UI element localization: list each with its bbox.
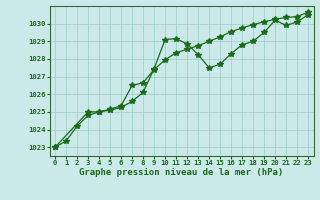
X-axis label: Graphe pression niveau de la mer (hPa): Graphe pression niveau de la mer (hPa)	[79, 168, 284, 177]
